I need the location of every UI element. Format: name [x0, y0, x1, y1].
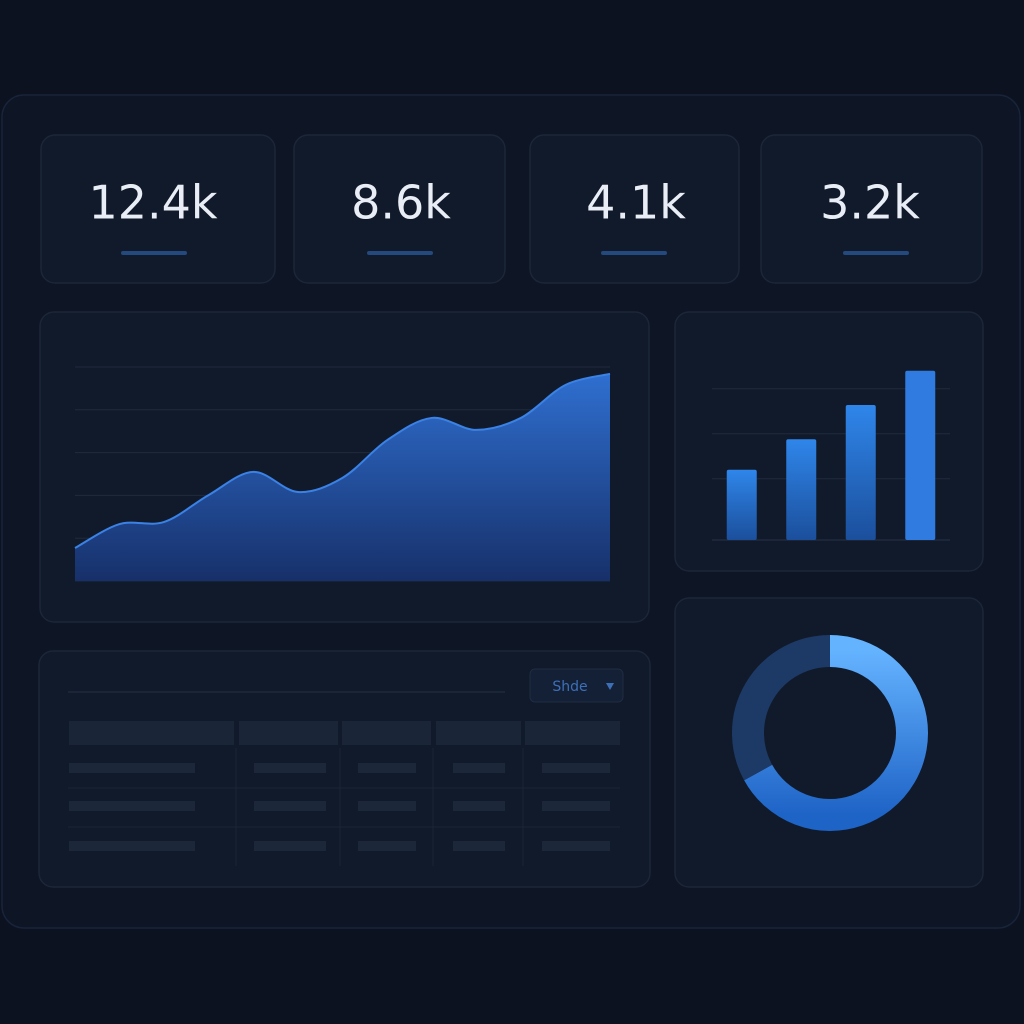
kpi-underline [601, 251, 667, 255]
donut-segment [744, 635, 928, 831]
area-line [74, 372, 611, 549]
area [75, 373, 610, 581]
bar [726, 469, 757, 540]
kpi-underline [367, 251, 433, 255]
donut-card [674, 597, 984, 888]
bar [845, 405, 876, 540]
kpi-value: 8.6k [351, 176, 451, 230]
kpi-card [529, 134, 740, 284]
kpi-value: 12.4k [88, 176, 217, 230]
bar [786, 439, 817, 540]
dropdown-label[interactable]: Shde [552, 679, 587, 695]
dropdown[interactable] [529, 668, 624, 703]
bar [905, 370, 936, 540]
kpi-underline [843, 251, 909, 255]
kpi-underline [121, 251, 187, 255]
kpi-card [40, 134, 276, 284]
dropdown-arrow [606, 683, 614, 690]
table-card [38, 650, 651, 888]
kpi-card [760, 134, 983, 284]
table: Shde [68, 668, 624, 866]
kpi-card [293, 134, 506, 284]
bar-card [674, 311, 984, 572]
kpi-value: 4.1k [586, 176, 686, 230]
kpi-value: 3.2k [820, 176, 920, 230]
donut-segment [732, 635, 831, 781]
